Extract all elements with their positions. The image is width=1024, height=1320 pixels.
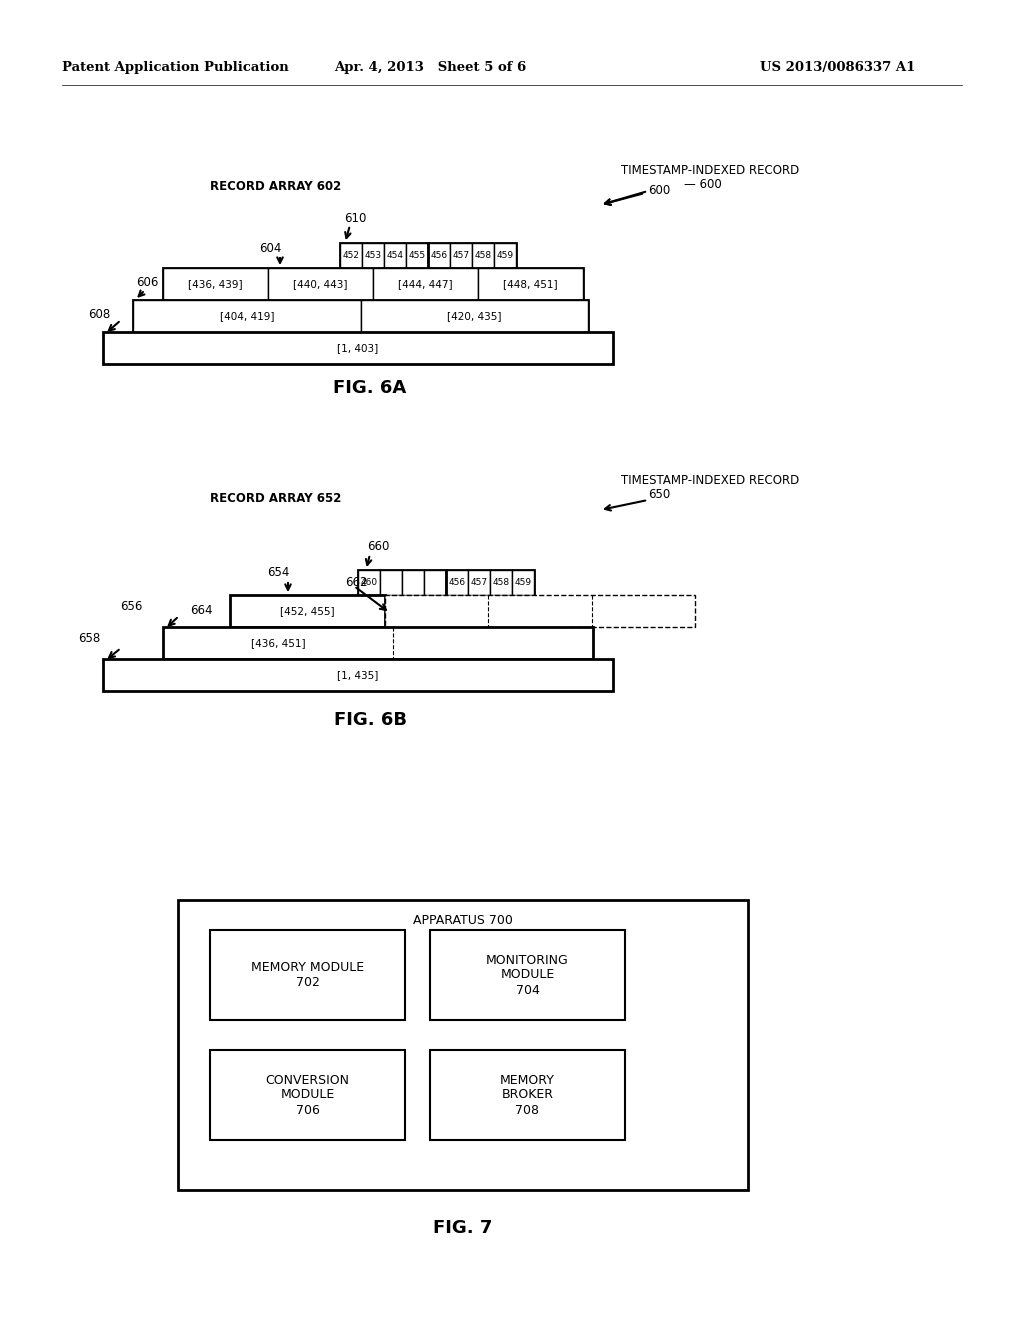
- Bar: [406, 243, 428, 268]
- Bar: [380, 570, 402, 595]
- Text: 650: 650: [648, 487, 671, 500]
- Bar: [210, 1049, 406, 1140]
- Text: 604: 604: [259, 242, 282, 255]
- Bar: [424, 570, 446, 595]
- Text: US 2013/0086337 A1: US 2013/0086337 A1: [760, 62, 915, 74]
- Bar: [478, 268, 583, 300]
- Bar: [133, 300, 588, 333]
- Text: 457: 457: [453, 251, 470, 260]
- Text: 455: 455: [409, 251, 426, 260]
- Bar: [472, 243, 494, 268]
- Text: 456: 456: [430, 251, 447, 260]
- Bar: [373, 268, 478, 300]
- Text: 458: 458: [493, 578, 510, 587]
- Bar: [512, 570, 534, 595]
- Text: 453: 453: [365, 251, 382, 260]
- Bar: [362, 243, 384, 268]
- Bar: [385, 595, 695, 627]
- Text: [1, 435]: [1, 435]: [337, 671, 379, 680]
- Text: MONITORING
MODULE
704: MONITORING MODULE 704: [486, 953, 569, 997]
- Text: RECORD ARRAY 602: RECORD ARRAY 602: [210, 181, 341, 194]
- Bar: [340, 243, 516, 268]
- Text: [440, 443]: [440, 443]: [293, 279, 348, 289]
- Bar: [178, 900, 748, 1191]
- Text: MEMORY MODULE
702: MEMORY MODULE 702: [251, 961, 365, 989]
- Text: [420, 435]: [420, 435]: [447, 312, 502, 321]
- Bar: [163, 268, 268, 300]
- Text: 606: 606: [136, 276, 159, 289]
- Bar: [360, 300, 588, 333]
- Bar: [428, 243, 450, 268]
- Bar: [494, 243, 516, 268]
- Bar: [450, 243, 472, 268]
- Text: 664: 664: [190, 603, 213, 616]
- Bar: [103, 333, 613, 364]
- Bar: [468, 570, 490, 595]
- Bar: [210, 931, 406, 1020]
- Text: RECORD ARRAY 652: RECORD ARRAY 652: [210, 491, 341, 504]
- Text: [404, 419]: [404, 419]: [219, 312, 274, 321]
- Bar: [490, 570, 512, 595]
- Bar: [446, 570, 468, 595]
- Text: 458: 458: [474, 251, 492, 260]
- Text: 456: 456: [449, 578, 466, 587]
- Text: 662: 662: [345, 576, 368, 589]
- Text: 660: 660: [367, 540, 389, 553]
- Text: FIG. 7: FIG. 7: [433, 1218, 493, 1237]
- Bar: [103, 659, 613, 690]
- Bar: [268, 268, 373, 300]
- Text: Apr. 4, 2013   Sheet 5 of 6: Apr. 4, 2013 Sheet 5 of 6: [334, 62, 526, 74]
- Text: 459: 459: [497, 251, 514, 260]
- Text: TIMESTAMP-INDEXED RECORD: TIMESTAMP-INDEXED RECORD: [621, 164, 799, 177]
- Bar: [163, 268, 583, 300]
- Bar: [384, 243, 406, 268]
- Bar: [358, 570, 534, 595]
- Bar: [340, 243, 362, 268]
- Text: 610: 610: [344, 211, 367, 224]
- Text: FIG. 6B: FIG. 6B: [334, 711, 407, 729]
- Text: Patent Application Publication: Patent Application Publication: [62, 62, 289, 74]
- Text: [436, 451]: [436, 451]: [251, 638, 305, 648]
- Text: 457: 457: [470, 578, 487, 587]
- Bar: [358, 570, 380, 595]
- Text: — 600: — 600: [684, 177, 722, 190]
- Text: 452: 452: [342, 251, 359, 260]
- Text: 454: 454: [386, 251, 403, 260]
- Text: APPARATUS 700: APPARATUS 700: [413, 913, 513, 927]
- Bar: [402, 570, 424, 595]
- Text: [1, 403]: [1, 403]: [337, 343, 379, 352]
- Text: CONVERSION
MODULE
706: CONVERSION MODULE 706: [265, 1073, 349, 1117]
- Bar: [430, 931, 625, 1020]
- Text: 658: 658: [78, 631, 100, 644]
- Text: TIMESTAMP-INDEXED RECORD: TIMESTAMP-INDEXED RECORD: [621, 474, 799, 487]
- Text: [452, 455]: [452, 455]: [281, 606, 335, 616]
- Text: 656: 656: [120, 601, 142, 614]
- Text: [448, 451]: [448, 451]: [503, 279, 558, 289]
- Text: [436, 439]: [436, 439]: [188, 279, 243, 289]
- Text: 654: 654: [267, 566, 289, 579]
- Bar: [230, 595, 385, 627]
- Bar: [133, 300, 360, 333]
- Text: MEMORY
BROKER
708: MEMORY BROKER 708: [500, 1073, 555, 1117]
- Text: FIG. 6A: FIG. 6A: [334, 379, 407, 397]
- Text: 459: 459: [514, 578, 531, 587]
- Text: 600: 600: [648, 183, 671, 197]
- Text: [444, 447]: [444, 447]: [398, 279, 453, 289]
- Bar: [430, 1049, 625, 1140]
- Text: 460: 460: [360, 578, 378, 587]
- Bar: [163, 627, 593, 659]
- Text: 608: 608: [88, 308, 111, 321]
